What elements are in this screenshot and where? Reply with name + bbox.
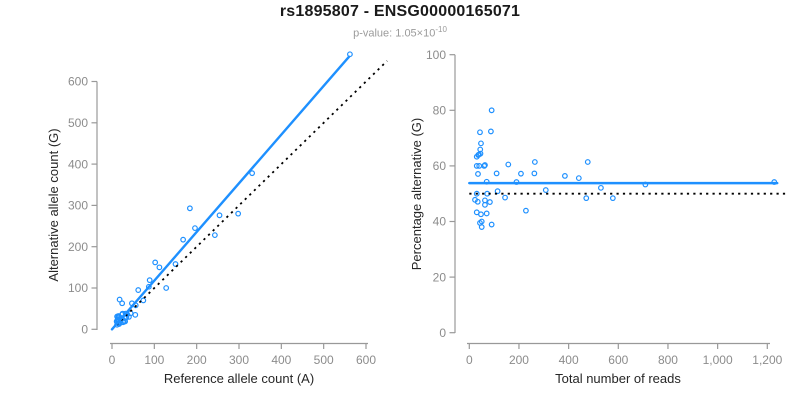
left-y-axis-title: Alternative allele count (G) (46, 128, 61, 281)
p-value-exponent: -10 (435, 25, 447, 34)
data-point (609, 195, 616, 202)
x-tick-label: 400 (559, 353, 579, 367)
data-point (562, 173, 568, 179)
data-point (126, 314, 132, 320)
data-point (119, 300, 126, 307)
data-point (475, 171, 481, 177)
data-point (477, 146, 484, 153)
x-tick-label: 600 (356, 353, 376, 367)
data-point (542, 187, 549, 193)
data-point (584, 159, 591, 165)
data-point (249, 170, 256, 177)
y-tick-label: 200 (68, 240, 88, 254)
data-point (531, 170, 538, 177)
data-point (481, 162, 488, 169)
data-point (156, 264, 163, 271)
data-point (531, 159, 538, 165)
data-point (146, 277, 153, 284)
figure-title: rs1895807 - ENSG00000165071 (279, 3, 521, 20)
x-tick-label: 200 (187, 353, 207, 367)
data-point (487, 199, 493, 205)
x-tick-label: 1,200 (752, 353, 782, 367)
x-tick-label: 0 (109, 353, 116, 367)
data-point (135, 287, 142, 293)
data-point (473, 190, 480, 197)
data-point (494, 188, 501, 195)
y-tick-label: 20 (433, 270, 447, 284)
data-point (477, 129, 483, 136)
fit-line (110, 55, 351, 331)
data-point (116, 296, 123, 303)
y-tick-label: 400 (68, 157, 88, 171)
data-point (482, 201, 488, 208)
data-point (478, 211, 484, 218)
y-tick-label: 100 (426, 48, 446, 62)
right-y-axis-title: Percentage alternative (G) (409, 118, 424, 270)
y-tick-label: 600 (68, 75, 88, 89)
data-point (488, 221, 495, 228)
x-tick-label: 800 (658, 353, 678, 367)
data-point (478, 224, 485, 230)
data-point (140, 297, 147, 304)
data-point (493, 170, 500, 177)
data-point (192, 225, 198, 232)
data-point (152, 259, 159, 266)
data-point (488, 128, 494, 135)
y-tick-label: 100 (68, 281, 88, 295)
data-point (478, 140, 484, 147)
data-point (180, 236, 187, 243)
x-tick-label: 0 (466, 353, 473, 367)
x-tick-label: 500 (314, 353, 334, 367)
data-point (482, 162, 488, 168)
x-tick-label: 1,000 (703, 353, 733, 367)
data-point (216, 212, 223, 219)
y-tick-label: 60 (433, 159, 447, 173)
data-point (505, 161, 512, 168)
p-value-subtitle: p-value: 1.05×10-10 (0, 25, 800, 40)
y-tick-label: 40 (433, 215, 447, 229)
data-point (145, 283, 152, 290)
data-point (235, 210, 242, 217)
data-point (473, 153, 480, 160)
left-scatter-plot: 0 100 200 300 400 500 600 0 100 200 300 400 500 600 R… (46, 51, 388, 386)
reference-line (111, 60, 388, 330)
data-point (163, 285, 170, 291)
data-point (474, 198, 481, 205)
y-tick-label: 0 (439, 326, 446, 340)
data-point (473, 162, 480, 169)
data-point (122, 318, 129, 325)
x-tick-label: 400 (271, 353, 291, 367)
data-point (211, 232, 218, 239)
x-tick-label: 600 (608, 353, 628, 367)
left-x-axis-title: Reference allele count (A) (164, 371, 314, 386)
data-point (186, 205, 193, 212)
data-point (518, 170, 524, 177)
right-x-axis-title: Total number of reads (555, 371, 681, 386)
y-tick-label: 300 (68, 199, 88, 213)
data-point (583, 195, 590, 202)
data-point (483, 210, 490, 217)
data-point (132, 311, 139, 318)
data-point (523, 207, 529, 214)
y-tick-label: 0 (81, 323, 88, 337)
y-tick-label: 80 (433, 104, 447, 118)
x-tick-label: 100 (144, 353, 164, 367)
right-scatter-plot: 0 200 400 600 800 1,000 1,200 0 20 40 60 80 100 Tota… (409, 48, 788, 386)
data-point (598, 184, 604, 191)
data-point (172, 261, 179, 267)
data-point (575, 175, 582, 182)
y-tick-label: 500 (68, 116, 88, 130)
x-tick-label: 300 (229, 353, 249, 367)
x-tick-label: 200 (509, 353, 529, 367)
data-point (488, 107, 495, 114)
data-point (502, 194, 508, 201)
p-value-text: p-value: 1.05×10 (353, 27, 436, 40)
